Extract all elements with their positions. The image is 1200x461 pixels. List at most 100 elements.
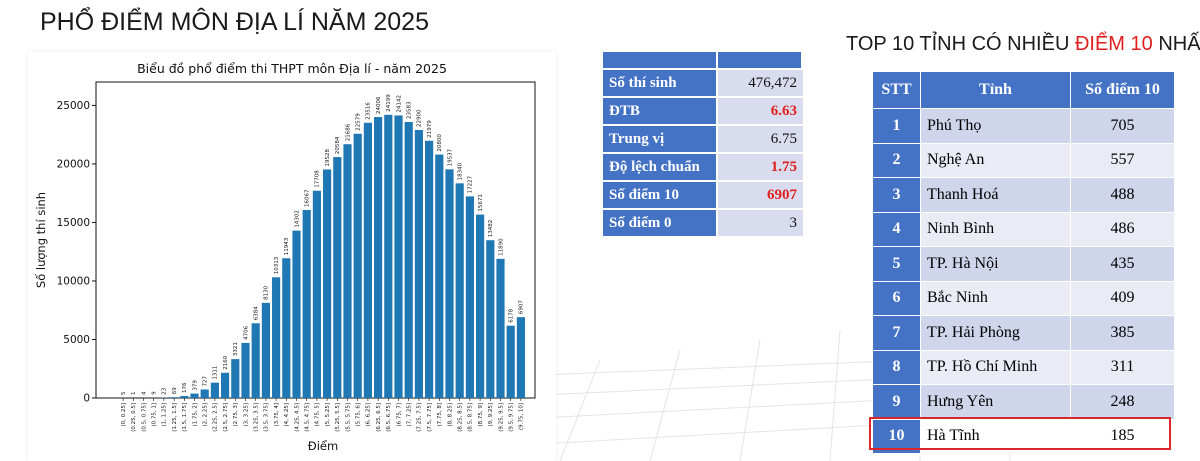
- bar: [374, 117, 383, 398]
- bar-value-label: 6178: [509, 308, 515, 322]
- province-cell: Hưng Yên: [920, 384, 1071, 420]
- top10-title-highlight: ĐIỂM 10: [1074, 33, 1153, 55]
- rank-cell: 5: [872, 246, 921, 282]
- bar-value-label: 21979: [427, 120, 433, 138]
- bar: [394, 115, 403, 398]
- top10-title-part: NHẤT: [1158, 33, 1200, 55]
- stats-label: Độ lệch chuẩn: [603, 154, 719, 180]
- x-tick-label: (4.75, 5]: [315, 403, 321, 427]
- count-cell: 435: [1070, 246, 1175, 282]
- bar-value-label: 16067: [305, 189, 311, 207]
- province-cell: TP. Hải Phòng: [920, 315, 1071, 351]
- bar-value-label: 21686: [345, 123, 351, 141]
- bar-value-label: 19537: [447, 148, 453, 166]
- bar: [190, 393, 199, 398]
- province-cell: Phú Thọ: [920, 108, 1071, 144]
- bar-value-label: 17708: [315, 170, 321, 188]
- bar: [251, 323, 260, 398]
- bar-value-label: 23583: [407, 101, 413, 119]
- bar: [363, 122, 372, 399]
- x-tick-label: (3.25, 3.5]: [254, 403, 260, 432]
- y-tick-label: 5000: [63, 334, 90, 346]
- header-stt: STT: [872, 71, 921, 109]
- bar-value-label: 1311: [213, 366, 219, 380]
- bar: [516, 317, 525, 398]
- y-axis-label: Số lượng thí sinh: [34, 192, 48, 288]
- bar: [170, 397, 179, 398]
- x-tick-label: (5.5, 5.75]: [345, 403, 351, 432]
- bar-value-labels: 5 1 4 9 23 69 176 379 727 1311 2160 3321 4706 6384 813…: [121, 94, 525, 395]
- bars-group: [119, 114, 525, 399]
- x-tick-label: (0.25, 0.5]: [131, 403, 137, 432]
- bar-value-label: 5: [121, 391, 127, 395]
- rank-cell: 9: [872, 384, 921, 420]
- bar: [455, 183, 464, 398]
- bar-value-label: 24142: [396, 95, 402, 113]
- x-tick-label: (9.5, 9.75]: [509, 403, 515, 432]
- header-province: Tỉnh: [920, 71, 1071, 109]
- bar: [272, 277, 281, 398]
- bar: [241, 342, 250, 398]
- bar: [384, 114, 393, 398]
- x-tick-label: (6.75, 7]: [396, 403, 402, 427]
- bar-value-label: 8130: [264, 285, 270, 299]
- rank-cell: 3: [872, 177, 921, 213]
- rank-cell: 1: [872, 108, 921, 144]
- bar-value-label: 17227: [468, 175, 474, 193]
- x-tick-label: (0.75, 1]: [152, 403, 158, 427]
- x-tick-label: (4.25, 4.5]: [294, 403, 300, 432]
- x-tick-label: (8, 8.25]: [447, 403, 453, 427]
- bar-value-label: 6907: [519, 300, 525, 314]
- bar-value-label: 18340: [458, 162, 464, 180]
- bar: [180, 395, 189, 398]
- count-cell: 486: [1070, 211, 1175, 247]
- top10-row: 7 TP. Hải Phòng 385: [872, 315, 1175, 351]
- x-tick-label: (1.25, 1.5]: [172, 403, 178, 432]
- bar: [333, 157, 342, 398]
- bar-value-label: 727: [203, 375, 209, 386]
- bar-value-label: 3321: [233, 342, 239, 356]
- bar-value-label: 1: [131, 391, 137, 395]
- rank-cell: 4: [872, 211, 921, 247]
- stats-header-cell: [718, 52, 803, 68]
- bar-value-label: 15671: [478, 194, 484, 212]
- x-tick-label: (7.5, 7.75]: [427, 403, 433, 432]
- stats-value: 1.75: [718, 154, 803, 180]
- y-tick-label: 0: [83, 393, 90, 405]
- bar-value-label: 69: [172, 387, 178, 394]
- bar-value-label: 14302: [294, 210, 300, 228]
- count-cell: 311: [1070, 349, 1175, 385]
- top10-table: STT Tỉnh Số điểm 10 1 Phú Thọ 705 2 Nghệ An 5…: [872, 71, 1175, 454]
- bar: [506, 325, 515, 398]
- bar-value-label: 11943: [284, 237, 290, 255]
- x-tick-label: (6.5, 6.75]: [386, 403, 392, 432]
- province-cell: Nghệ An: [920, 142, 1071, 178]
- stats-label: Số điểm 0: [603, 210, 719, 236]
- summary-stats-table: Số thí sinh 476,472 ĐTB 6.63 Trung vị 6.75 Độ …: [603, 50, 803, 238]
- stats-value: 6.63: [718, 98, 803, 124]
- stats-value: 3: [718, 210, 803, 236]
- x-tick-label: (1.75, 2]: [192, 403, 198, 427]
- x-tick-label: (5, 5.25]: [325, 403, 331, 427]
- top10-row: 8 TP. Hồ Chí Minh 311: [872, 349, 1175, 385]
- stats-label: ĐTB: [603, 98, 719, 124]
- x-tick-label: (7, 7.25]: [407, 403, 413, 427]
- stats-row: ĐTB 6.63: [603, 98, 803, 124]
- bar: [312, 190, 321, 398]
- top10-row: 3 Thanh Hoá 488: [872, 177, 1175, 213]
- x-tick-label: (5.75, 6]: [356, 403, 362, 427]
- bar-value-label: 23: [162, 387, 168, 394]
- bar: [353, 133, 362, 398]
- x-tick-label: (7.25, 7.5]: [417, 403, 423, 432]
- bar-value-label: 176: [182, 382, 188, 393]
- province-cell: TP. Hồ Chí Minh: [920, 349, 1071, 385]
- x-tick-label: (9, 9.25]: [488, 403, 494, 427]
- bar: [261, 302, 270, 398]
- top10-row: 1 Phú Thọ 705: [872, 108, 1175, 144]
- stats-label: Số điểm 10: [603, 182, 719, 208]
- stats-label: Trung vị: [603, 126, 719, 152]
- bar-value-label: 379: [192, 380, 198, 391]
- header-count: Số điểm 10: [1070, 71, 1175, 109]
- bar-value-label: 11890: [498, 238, 504, 256]
- count-cell: 185: [1070, 418, 1175, 454]
